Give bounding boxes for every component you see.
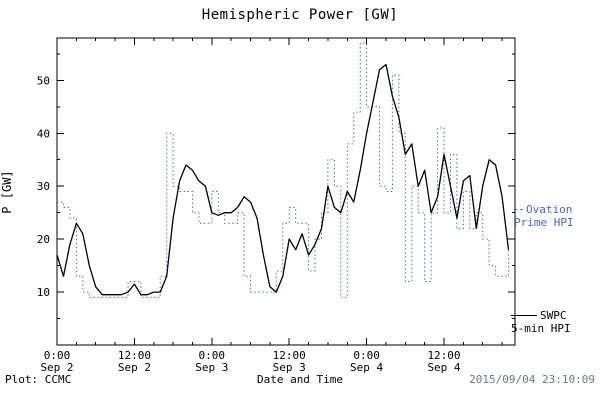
legend-swpc-label2: 5-min HPI	[511, 322, 571, 335]
x-tick-time-label: 0:00	[353, 349, 380, 362]
legend-swpc: SWPC 5-min HPI	[511, 309, 571, 335]
x-tick-date-label: Sep 3	[273, 361, 306, 374]
y-tick-label: 10	[37, 286, 50, 299]
legend-ovation-label2: Prime HPI	[514, 216, 574, 229]
ovation-line-sample-icon	[514, 209, 523, 210]
x-tick-time-label: 12:00	[273, 349, 306, 362]
legend-ovation: Ovation Prime HPI	[514, 203, 574, 229]
x-tick-date-label: Sep 2	[40, 361, 73, 374]
y-tick-label: 40	[37, 127, 50, 140]
plot-frame	[56, 37, 516, 346]
x-tick-date-label: Sep 2	[118, 361, 151, 374]
x-tick-date-label: Sep 4	[427, 361, 460, 374]
y-tick-label: 50	[37, 74, 50, 87]
x-tick-time-label: 0:00	[44, 349, 71, 362]
y-tick-label: 20	[37, 233, 50, 246]
x-tick-date-label: Sep 4	[350, 361, 383, 374]
x-tick-time-label: 12:00	[427, 349, 460, 362]
legend-swpc-label: SWPC	[540, 309, 567, 322]
x-tick-time-label: 0:00	[199, 349, 226, 362]
x-axis-label: Date and Time	[256, 373, 344, 386]
ovation-series-line	[57, 42, 509, 298]
swpc-line-sample-icon	[511, 315, 537, 316]
chart-title: Hemispheric Power [GW]	[201, 7, 399, 23]
y-tick-label: 30	[37, 180, 50, 193]
legend-ovation-label: Ovation	[526, 203, 573, 216]
x-tick-date-label: Sep 3	[195, 361, 228, 374]
x-tick-time-label: 12:00	[118, 349, 151, 362]
plot-credit: Plot: CCMC	[5, 373, 72, 386]
timestamp: 2015/09/04 23:10:09	[469, 373, 595, 386]
swpc-series-line	[56, 63, 510, 296]
